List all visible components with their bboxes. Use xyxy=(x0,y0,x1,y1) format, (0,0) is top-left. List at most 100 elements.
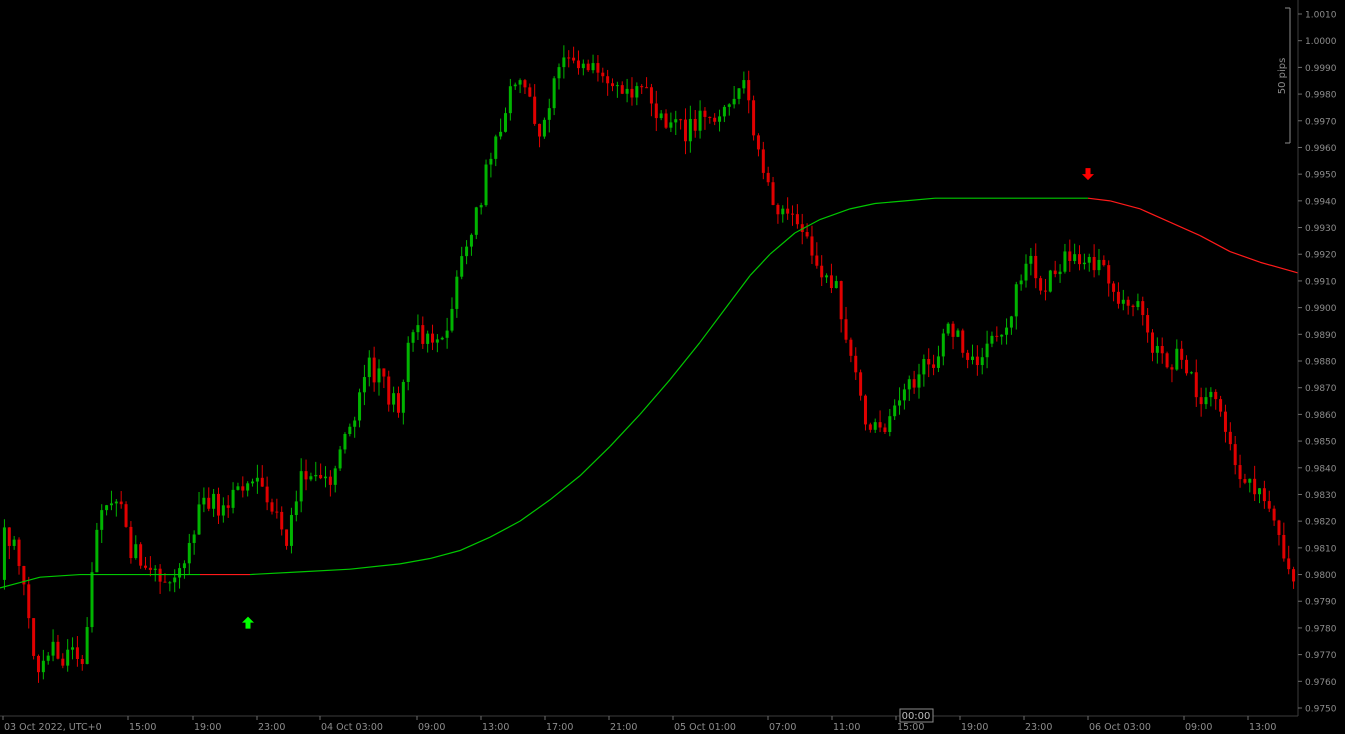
ma-segment xyxy=(349,563,401,570)
candle-body xyxy=(966,352,970,360)
candle-body xyxy=(849,339,853,356)
candle-body xyxy=(1058,271,1062,275)
candle-body xyxy=(688,118,692,142)
candle-body xyxy=(829,275,833,289)
candle-body xyxy=(319,474,323,479)
candle-body xyxy=(421,325,425,344)
candle-body xyxy=(1248,478,1252,483)
price-axis[interactable]: 1.0010 1.0000 0.9990 0.9980 0.9970 0.9960 0.99… xyxy=(1298,11,1337,715)
candle-body xyxy=(46,655,50,661)
candle-body xyxy=(1272,508,1276,521)
price-tick-label: 1.0000 xyxy=(1305,37,1337,47)
candle-body xyxy=(1282,534,1286,559)
candle-body xyxy=(620,85,624,94)
price-tick-label: 1.0010 xyxy=(1305,11,1337,21)
ma-segment xyxy=(1169,221,1201,237)
candle-body xyxy=(377,368,381,383)
candle-body xyxy=(640,86,644,88)
candle-body xyxy=(839,281,843,320)
candle-body xyxy=(898,400,902,406)
candle-body xyxy=(912,379,916,388)
price-tick-label: 0.9850 xyxy=(1305,438,1337,448)
price-tick-label: 0.9750 xyxy=(1305,705,1337,715)
pip-scale-indicator: 50 pips xyxy=(1277,7,1291,144)
candle-body xyxy=(538,123,542,137)
ma-segment xyxy=(19,576,41,584)
candle-body xyxy=(187,542,191,564)
candle-body xyxy=(591,63,595,71)
candle-body xyxy=(649,87,653,104)
candle-body xyxy=(708,116,712,118)
ma-segment xyxy=(874,200,906,205)
ma-segment xyxy=(1259,261,1299,274)
candle-body xyxy=(1180,348,1184,360)
candle-body xyxy=(606,76,610,84)
candle-body xyxy=(1121,299,1125,304)
candle-body xyxy=(975,356,979,366)
candle-body xyxy=(241,486,245,491)
candle-body xyxy=(426,333,430,344)
time-axis[interactable]: 03 Oct 2022, UTC+0 15:00 19:00 23:00 04 Oct … xyxy=(2,716,1276,733)
candle-body xyxy=(1228,431,1232,445)
price-tick-label: 0.9960 xyxy=(1305,144,1337,154)
candle-body xyxy=(756,135,760,150)
candle-body xyxy=(1039,278,1043,291)
price-tick-label: 0.9760 xyxy=(1305,678,1337,688)
candle-body xyxy=(503,113,507,132)
ma-segment xyxy=(819,208,851,221)
ma-segment xyxy=(429,549,461,560)
candle-body xyxy=(635,86,639,98)
candle-body xyxy=(304,471,308,480)
candle-body xyxy=(17,539,21,566)
candle-body xyxy=(489,158,493,165)
price-tick-label: 0.9920 xyxy=(1305,251,1337,261)
candle-body xyxy=(654,103,658,119)
candle-body xyxy=(182,563,186,569)
time-tick-label: 13:00 xyxy=(1249,722,1276,733)
candle-body xyxy=(854,355,858,373)
candle-body xyxy=(951,323,955,337)
candle-body xyxy=(129,526,133,559)
candle-body xyxy=(280,511,284,530)
candle-body xyxy=(936,356,940,368)
candle-body xyxy=(698,110,702,131)
candle-body xyxy=(766,172,770,183)
price-tick-label: 0.9930 xyxy=(1305,224,1337,234)
candle-body xyxy=(328,476,332,485)
candle-body xyxy=(800,224,804,233)
time-tick-label: 15:00 xyxy=(897,722,924,733)
ma-segment xyxy=(1229,250,1261,263)
candle-body xyxy=(387,376,391,405)
price-tick-label: 0.9840 xyxy=(1305,464,1337,474)
candle-body xyxy=(713,117,717,122)
candle-body xyxy=(902,389,906,401)
candle-body xyxy=(494,136,498,159)
candle-body xyxy=(1078,254,1082,265)
candle-body xyxy=(679,119,683,121)
candle-body xyxy=(1136,301,1140,308)
time-tick-label: 19:00 xyxy=(194,722,221,733)
candle-body xyxy=(90,572,94,628)
candle-body xyxy=(1029,255,1033,264)
candle-body xyxy=(1267,501,1271,509)
candle-body xyxy=(445,330,449,338)
candle-body xyxy=(1053,270,1057,275)
candle-body xyxy=(144,565,148,568)
candle-body xyxy=(1009,316,1013,328)
candle-body xyxy=(971,356,974,360)
candle-body xyxy=(742,80,746,89)
ma-segment xyxy=(669,341,701,381)
candle-body xyxy=(396,393,400,413)
ma-segment xyxy=(904,197,936,202)
candle-body xyxy=(100,510,104,530)
candle-body xyxy=(1253,478,1257,495)
candle-body xyxy=(1082,262,1086,265)
price-tick-label: 0.9810 xyxy=(1305,544,1337,554)
candle-body xyxy=(615,85,619,87)
candle-body xyxy=(231,489,235,508)
pip-scale-label: 50 pips xyxy=(1277,58,1288,95)
candle-body xyxy=(134,544,138,559)
candle-body xyxy=(406,342,410,382)
candle-body xyxy=(781,208,785,215)
